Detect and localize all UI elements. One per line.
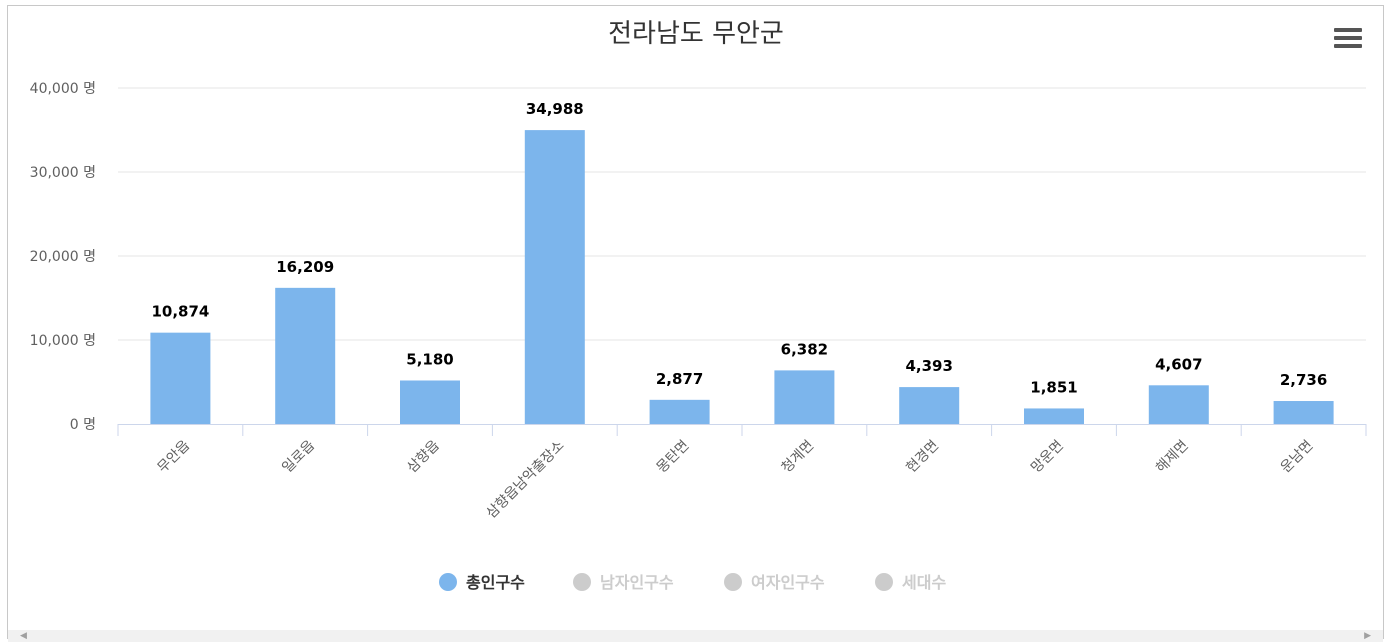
x-tick-label: 삼향읍남악출장소 bbox=[483, 437, 567, 521]
chart-frame bbox=[7, 5, 1384, 639]
y-axis-tick-labels: 0 명 10,000 명 20,000 명 30,000 명 40,000 명 bbox=[30, 81, 96, 433]
data-label: 5,180 bbox=[406, 350, 453, 368]
data-label: 34,988 bbox=[526, 100, 584, 118]
data-label: 10,874 bbox=[151, 303, 209, 321]
bar[interactable] bbox=[1273, 401, 1334, 424]
menu-icon[interactable] bbox=[1334, 28, 1362, 52]
legend-label: 총인구수 bbox=[466, 573, 525, 592]
bar[interactable] bbox=[1024, 408, 1084, 424]
bar[interactable] bbox=[774, 370, 835, 424]
legend-marker bbox=[875, 573, 893, 591]
legend-item[interactable]: 여자인구수 bbox=[724, 573, 825, 592]
x-axis-tick-labels: 무안읍 일로읍 삼향읍 삼향읍남악출장소 몽탄면 청계면 현경면 망운면 해제면 운남면 bbox=[155, 437, 1317, 521]
data-label: 4,393 bbox=[905, 357, 952, 375]
bar[interactable] bbox=[275, 287, 336, 424]
x-tick-label: 현경면 bbox=[903, 438, 942, 477]
x-tick-label: 운남면 bbox=[1278, 438, 1317, 477]
data-label: 2,736 bbox=[1280, 371, 1327, 389]
legend-marker bbox=[439, 573, 457, 591]
bar[interactable] bbox=[649, 399, 710, 424]
data-label: 16,209 bbox=[276, 258, 334, 276]
legend-marker bbox=[724, 573, 742, 591]
bar[interactable] bbox=[1148, 385, 1209, 424]
scroll-right-icon[interactable]: ▶ bbox=[1364, 631, 1371, 641]
data-label: 6,382 bbox=[781, 340, 828, 358]
scroll-left-icon[interactable]: ◀ bbox=[20, 631, 27, 641]
horizontal-scrollbar[interactable]: ◀ ▶ bbox=[8, 630, 1383, 642]
y-tick-label: 20,000 명 bbox=[30, 249, 96, 265]
legend-label: 남자인구수 bbox=[600, 573, 674, 592]
y-tick-label: 30,000 명 bbox=[30, 165, 96, 181]
legend-item[interactable]: 총인구수 bbox=[439, 573, 525, 592]
legend-marker bbox=[573, 573, 591, 591]
x-tick-label: 삼향읍 bbox=[404, 437, 443, 476]
chart-title: 전라남도 무안군 bbox=[608, 19, 784, 49]
legend: 총인구수 남자인구수 여자인구수 세대수 bbox=[439, 573, 946, 592]
x-tick-label: 일로읍 bbox=[279, 437, 318, 476]
bar[interactable] bbox=[400, 380, 460, 424]
y-tick-label: 0 명 bbox=[70, 417, 96, 433]
bar[interactable] bbox=[150, 332, 211, 424]
x-tick-label: 청계면 bbox=[779, 438, 818, 477]
x-tick-label: 몽탄면 bbox=[654, 438, 693, 477]
bar[interactable] bbox=[524, 130, 585, 424]
y-tick-label: 10,000 명 bbox=[30, 333, 96, 349]
legend-label: 여자인구수 bbox=[751, 573, 825, 592]
bar[interactable] bbox=[899, 387, 960, 424]
data-label: 1,851 bbox=[1030, 378, 1077, 396]
x-tick-label: 망운면 bbox=[1028, 438, 1067, 477]
data-label: 2,877 bbox=[656, 370, 703, 388]
legend-item[interactable]: 세대수 bbox=[875, 573, 946, 592]
x-tick-label: 해제면 bbox=[1153, 438, 1192, 477]
x-tick-label: 무안읍 bbox=[155, 437, 194, 476]
y-tick-label: 40,000 명 bbox=[30, 81, 96, 97]
legend-item[interactable]: 남자인구수 bbox=[573, 573, 674, 592]
bar-series bbox=[150, 130, 1334, 424]
data-labels: 10,874 16,209 5,180 34,988 2,877 6,382 4,393 1,… bbox=[151, 100, 1327, 396]
x-axis bbox=[117, 424, 1367, 436]
data-label: 4,607 bbox=[1155, 355, 1202, 373]
legend-label: 세대수 bbox=[902, 573, 946, 592]
